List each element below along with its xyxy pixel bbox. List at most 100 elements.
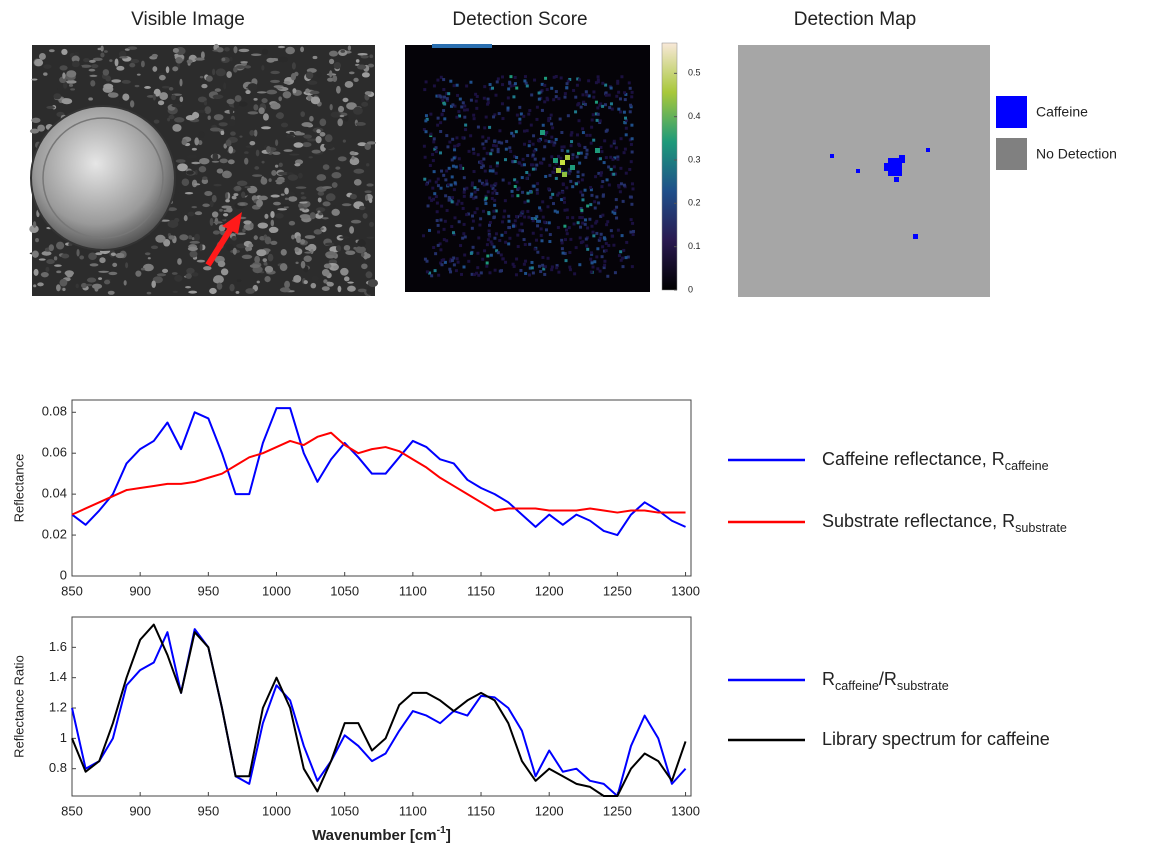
- pebble: [178, 190, 182, 195]
- score-pixel: [619, 137, 623, 141]
- pebble: [32, 221, 37, 228]
- pebble: [171, 103, 183, 108]
- pebble: [189, 250, 198, 258]
- pebble: [311, 275, 320, 282]
- score-pixel: [501, 178, 505, 182]
- score-pixel: [530, 260, 534, 264]
- pebble: [226, 207, 233, 213]
- score-pixel: [529, 123, 533, 127]
- pebble: [366, 141, 376, 145]
- x-tick-label: 1000: [262, 803, 291, 818]
- score-pixel: [598, 119, 602, 123]
- colorbar-tick-label: 0.1: [688, 241, 701, 251]
- pebble: [307, 80, 318, 85]
- score-pixel: [595, 219, 599, 223]
- score-pixel: [563, 252, 567, 256]
- score-pixel: [540, 239, 544, 243]
- pebble: [134, 84, 140, 88]
- pebble: [333, 61, 342, 70]
- pebble: [353, 178, 362, 186]
- score-pixel: [545, 131, 549, 135]
- score-pixel: [465, 213, 469, 217]
- score-pixel: [541, 200, 545, 204]
- score-pixel: [481, 164, 485, 168]
- score-pixel: [482, 146, 486, 150]
- score-pixel: [515, 86, 519, 90]
- score-pixel: [547, 119, 551, 123]
- score-pixel: [559, 76, 563, 80]
- score-pixel: [474, 195, 478, 199]
- pebble: [199, 158, 210, 165]
- score-hot: [570, 165, 575, 170]
- pebble: [288, 220, 296, 226]
- pebble: [229, 283, 235, 292]
- pebble: [62, 81, 68, 89]
- score-pixel: [493, 236, 497, 240]
- score-pixel: [474, 92, 478, 96]
- series-line: [71, 628, 687, 797]
- pebble: [334, 223, 343, 228]
- score-pixel: [537, 219, 541, 223]
- score-pixel: [568, 265, 572, 269]
- score-pixel: [484, 139, 488, 143]
- score-pixel: [575, 155, 579, 159]
- score-pixel: [455, 83, 459, 87]
- score-pixel: [442, 173, 446, 177]
- score-pixel: [533, 167, 537, 171]
- score-pixel: [590, 261, 594, 265]
- score-pixel: [504, 260, 508, 264]
- score-pixel: [609, 86, 613, 90]
- score-pixel: [566, 216, 570, 220]
- pebble: [240, 182, 248, 185]
- score-pixel: [596, 106, 600, 110]
- score-pixel: [456, 93, 460, 97]
- pebble: [161, 85, 170, 89]
- pebble: [214, 88, 222, 92]
- pebble: [323, 279, 328, 284]
- score-pixel: [444, 194, 448, 198]
- score-pixel: [434, 146, 438, 150]
- score-pixel: [594, 175, 598, 179]
- pebble: [256, 249, 267, 257]
- pebble: [234, 185, 241, 191]
- score-pixel: [455, 115, 459, 119]
- score-pixel: [536, 182, 540, 186]
- score-pixel: [526, 154, 530, 158]
- pebble: [97, 47, 102, 51]
- score-pixel: [602, 161, 606, 165]
- score-pixel: [452, 256, 456, 260]
- score-pixel: [435, 201, 439, 205]
- pebble: [159, 92, 168, 100]
- score-pixel: [525, 129, 529, 133]
- pebble: [323, 263, 332, 269]
- score-pixel: [555, 210, 559, 214]
- score-pixel: [565, 232, 569, 236]
- pebble: [31, 250, 39, 258]
- score-pixel: [423, 257, 427, 261]
- score-pixel: [540, 82, 544, 86]
- score-pixel: [462, 190, 466, 194]
- pebble: [247, 83, 258, 91]
- score-pixel: [486, 238, 490, 242]
- score-pixel: [617, 107, 621, 111]
- score-pixel: [423, 177, 427, 181]
- score-pixel: [621, 199, 625, 203]
- score-pixel: [489, 165, 493, 169]
- score-pixel: [583, 188, 587, 192]
- pebble: [264, 265, 274, 273]
- pebble: [229, 56, 233, 62]
- score-pixel: [604, 93, 608, 97]
- pebble: [109, 59, 113, 62]
- pebble: [174, 274, 183, 282]
- pebble: [29, 225, 39, 234]
- plot-frame: [71, 616, 692, 797]
- score-pixel: [516, 194, 520, 198]
- score-pixel: [524, 259, 528, 263]
- score-pixel: [547, 117, 551, 121]
- score-pixel: [607, 93, 611, 97]
- score-pixel: [579, 207, 583, 211]
- score-pixel: [516, 233, 520, 237]
- score-pixel: [541, 263, 545, 267]
- score-pixel: [617, 185, 621, 189]
- pebble: [260, 126, 271, 130]
